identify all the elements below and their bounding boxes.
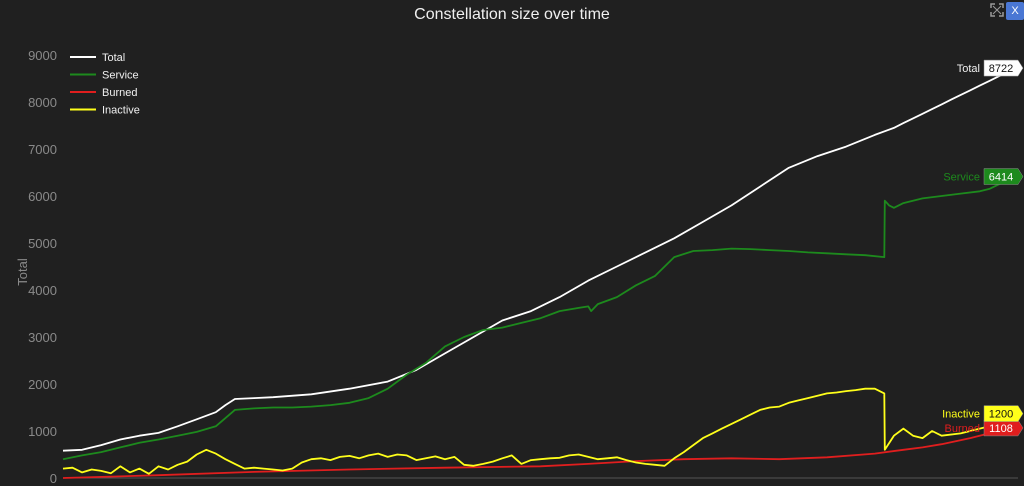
series-line-total [62, 67, 1019, 452]
y-axis-label: Total [15, 258, 30, 286]
end-label-service: 6414 Service [943, 168, 1024, 185]
end-label-name: Total [957, 63, 980, 75]
legend-item-service[interactable]: Service [70, 70, 139, 82]
end-label-total: 8722 Total [957, 59, 1024, 77]
end-label-name: Burned [945, 423, 980, 435]
end-label-burned: 1108 Burned [945, 419, 1024, 437]
series-layer [62, 67, 1019, 479]
end-label-name: Inactive [942, 409, 980, 421]
series-line-inactive [62, 387, 1019, 475]
y-tick-label: 0 [50, 471, 57, 486]
series-line-burned [62, 425, 1019, 479]
legend-label: Total [102, 52, 125, 64]
expand-icon[interactable] [990, 3, 1004, 17]
y-tick-label: 3000 [28, 330, 57, 345]
end-label-inactive: 1200 Inactive [942, 405, 1024, 422]
end-label-box [983, 405, 1024, 422]
y-tick-label: 8000 [28, 95, 57, 110]
close-button[interactable]: X [1006, 2, 1024, 20]
y-tick-label: 9000 [28, 48, 57, 63]
legend-label: Burned [102, 87, 137, 99]
legend-label: Service [102, 70, 139, 82]
legend-item-burned[interactable]: Burned [70, 87, 137, 99]
legend-item-inactive[interactable]: Inactive [70, 105, 140, 117]
y-tick-label: 7000 [28, 142, 57, 157]
legend-item-total[interactable]: Total [70, 52, 125, 64]
end-label-value: 8722 [989, 63, 1013, 75]
chart-title: Constellation size over time [414, 6, 610, 23]
y-tick-label: 1000 [28, 424, 57, 439]
legend-label: Inactive [102, 105, 140, 117]
end-label-value: 1108 [989, 423, 1013, 435]
end-label-name: Service [943, 172, 980, 184]
y-axis: 0 1000 2000 3000 4000 5000 6000 7000 8000 9000 [28, 48, 1018, 486]
y-tick-label: 6000 [28, 189, 57, 204]
end-labels: 8722 Total 6414 Service 1108 Burned 1200 Inacti… [942, 59, 1024, 437]
end-label-box [983, 168, 1024, 185]
end-label-value: 1200 [989, 409, 1013, 421]
y-tick-label: 5000 [28, 236, 57, 251]
end-label-box [983, 59, 1024, 77]
y-tick-label: 2000 [28, 377, 57, 392]
end-label-value: 6414 [989, 172, 1013, 184]
series-line-service [62, 175, 1019, 461]
legend: Total Service Burned Inactive [70, 52, 140, 117]
y-tick-label: 4000 [28, 283, 57, 298]
